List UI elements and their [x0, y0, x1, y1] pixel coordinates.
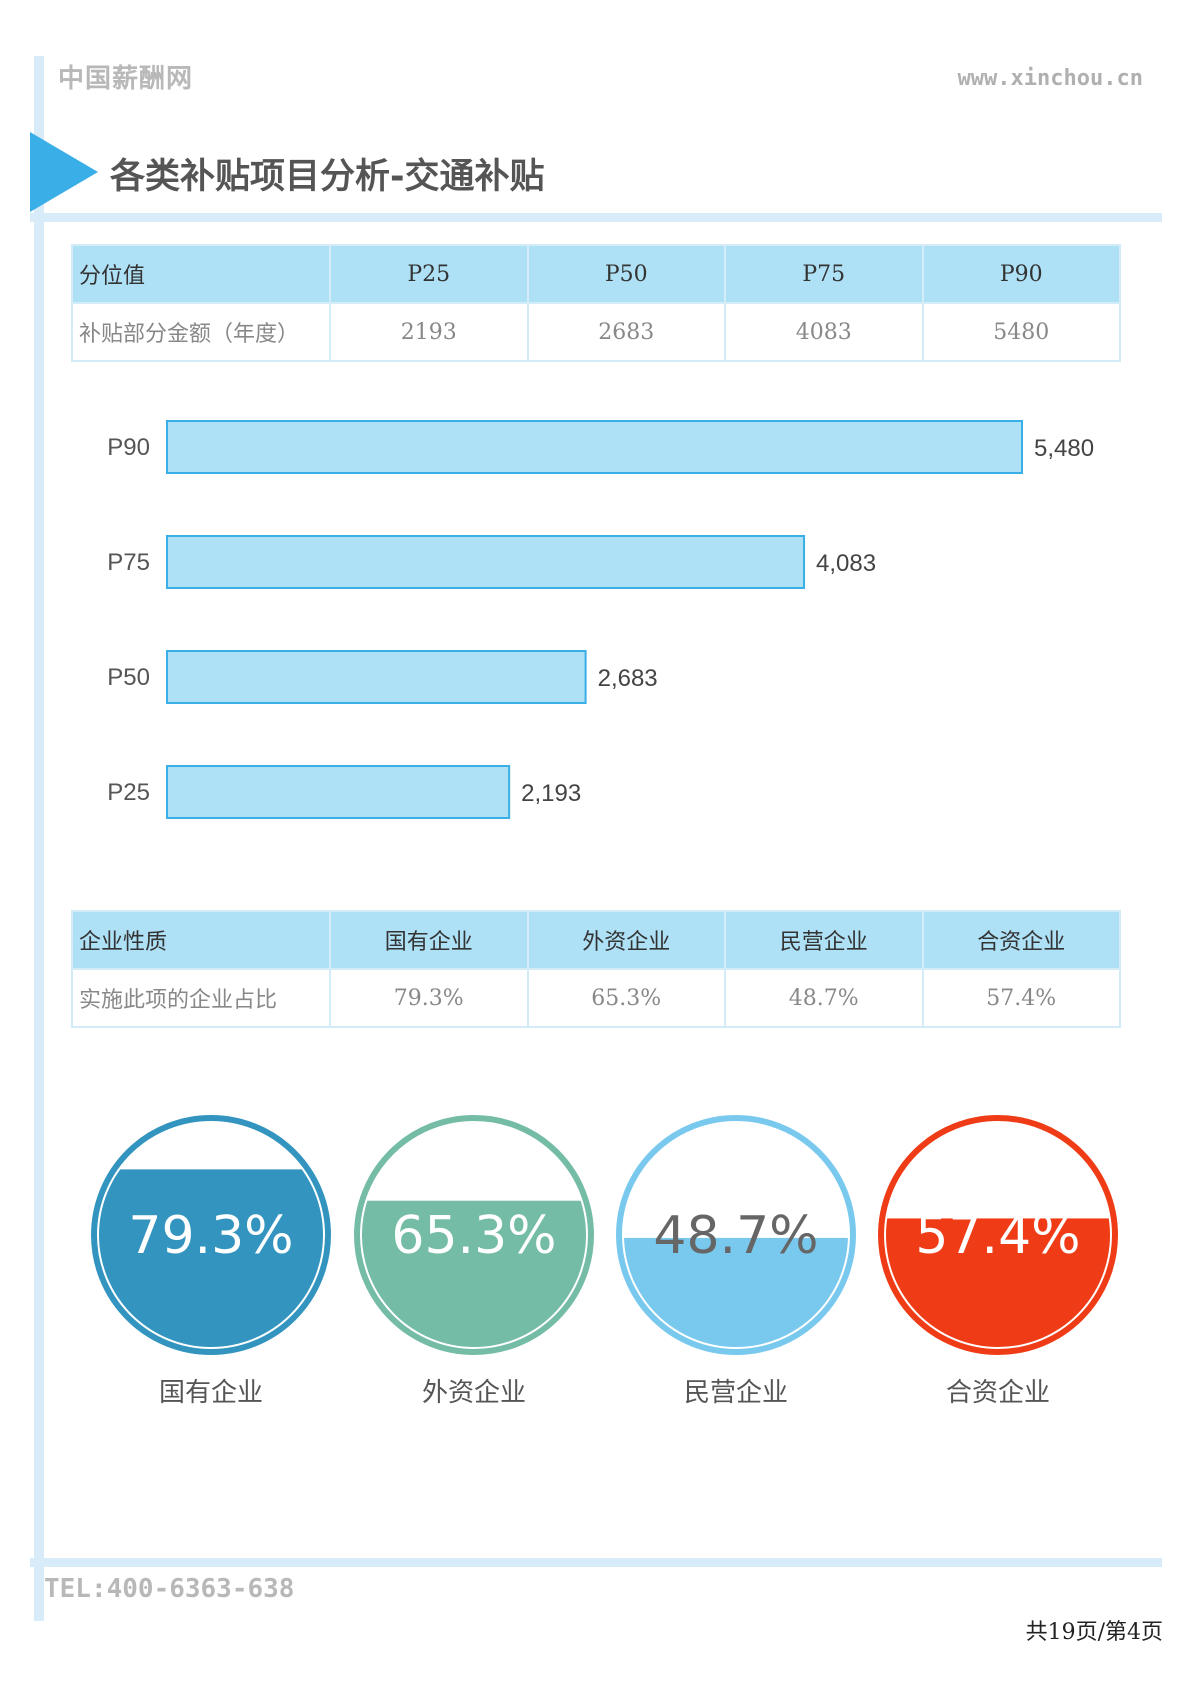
title-divider: [30, 213, 1162, 222]
gauge-percent: 57.4%: [915, 1206, 1080, 1266]
gauge-label: 民营企业: [683, 1378, 788, 1408]
gauge-item: 57.4% 合资企业: [873, 1110, 1123, 1410]
table-header-cell: 民营企业: [724, 910, 924, 970]
table-cell: 5480: [921, 302, 1121, 362]
table-cell: 实施此项的企业占比: [71, 968, 331, 1028]
table-cell: 57.4%: [921, 968, 1121, 1028]
gauge-label: 外资企业: [421, 1378, 526, 1408]
table-cell: 2683: [526, 302, 726, 362]
gauge-label: 国有企业: [158, 1378, 263, 1408]
table-header-cell: P90: [921, 244, 1121, 304]
table-cell: 65.3%: [526, 968, 726, 1028]
table-cell: 补贴部分金额（年度）: [71, 302, 331, 362]
table-header-cell: 国有企业: [329, 910, 529, 970]
gauge-item: 48.7% 民营企业: [611, 1110, 861, 1410]
bar-value-label: 4,083: [816, 550, 876, 577]
page-number: 共19页/第4页: [1025, 1620, 1163, 1645]
table-cell: 79.3%: [329, 968, 529, 1028]
bar: [166, 535, 806, 589]
fill-gauge: 57.4%: [878, 1115, 1118, 1355]
gauge-percent: 79.3%: [128, 1206, 293, 1266]
table-header-row: 分位值 P25 P50 P75 P90: [71, 244, 1121, 304]
ratio-gauges: 79.3% 国有企业 65.3% 外资企业 48.7% 民营企业 57.4% 合资企业: [0, 1110, 1191, 1410]
table-header-row: 企业性质 国有企业 外资企业 民营企业 合资企业: [71, 910, 1121, 970]
fill-gauge: 79.3%: [91, 1115, 331, 1355]
fill-gauge: 48.7%: [616, 1115, 856, 1355]
table-header-cell: 企业性质: [71, 910, 331, 970]
bar-category-label: P50: [107, 664, 150, 691]
page-title: 各类补贴项目分析-交通补贴: [110, 157, 545, 197]
table-cell: 4083: [724, 302, 924, 362]
bar-value-label: 2,683: [598, 665, 658, 692]
bar: [166, 420, 1023, 474]
percentile-table: 分位值 P25 P50 P75 P90 补贴部分金额（年度） 2193 2683…: [71, 244, 1121, 362]
gauge-ring: [91, 1115, 331, 1355]
bar: [166, 650, 587, 704]
bar-value-label: 5,480: [1034, 435, 1094, 462]
title-arrow-icon: [30, 132, 98, 212]
telephone: TEL:400-6363-638: [44, 1574, 295, 1604]
gauge-ring: [354, 1115, 594, 1355]
gauge-ring: [878, 1115, 1118, 1355]
gauge-ring: [616, 1115, 856, 1355]
footer-divider: [30, 1558, 1162, 1567]
gauge-item: 79.3% 国有企业: [86, 1110, 336, 1410]
table-header-cell: 外资企业: [526, 910, 726, 970]
bar-category-label: P25: [107, 779, 150, 806]
gauge-item: 65.3% 外资企业: [349, 1110, 599, 1410]
percentile-bar-chart: P90 5,480 P75 4,083 P50 2,683 P25 2,193: [107, 420, 1094, 819]
table-header-cell: P25: [329, 244, 529, 304]
table-header-cell: 合资企业: [921, 910, 1121, 970]
gauge-label: 合资企业: [945, 1378, 1050, 1408]
table-row: 补贴部分金额（年度） 2193 2683 4083 5480: [71, 302, 1121, 362]
bar: [166, 765, 511, 819]
gauge-fill: [99, 1169, 323, 1347]
site-name: 中国薪酬网: [58, 64, 194, 94]
bar-value-label: 2,193: [521, 780, 581, 807]
gauge-percent: 65.3%: [391, 1206, 556, 1266]
bar-category-label: P90: [107, 434, 150, 461]
gauge-percent: 48.7%: [653, 1206, 818, 1266]
table-header-cell: P75: [724, 244, 924, 304]
site-url[interactable]: www.xinchou.cn: [957, 66, 1143, 91]
table-cell: 48.7%: [724, 968, 924, 1028]
left-accent-bar: [34, 56, 44, 1621]
fill-gauge: 65.3%: [354, 1115, 594, 1355]
table-row: 实施此项的企业占比 79.3% 65.3% 48.7% 57.4%: [71, 968, 1121, 1028]
enterprise-table: 企业性质 国有企业 外资企业 民营企业 合资企业 实施此项的企业占比 79.3%…: [71, 910, 1121, 1028]
bar-category-label: P75: [107, 549, 150, 576]
table-cell: 2193: [329, 302, 529, 362]
table-header-cell: P50: [526, 244, 726, 304]
table-header-cell: 分位值: [71, 244, 331, 304]
